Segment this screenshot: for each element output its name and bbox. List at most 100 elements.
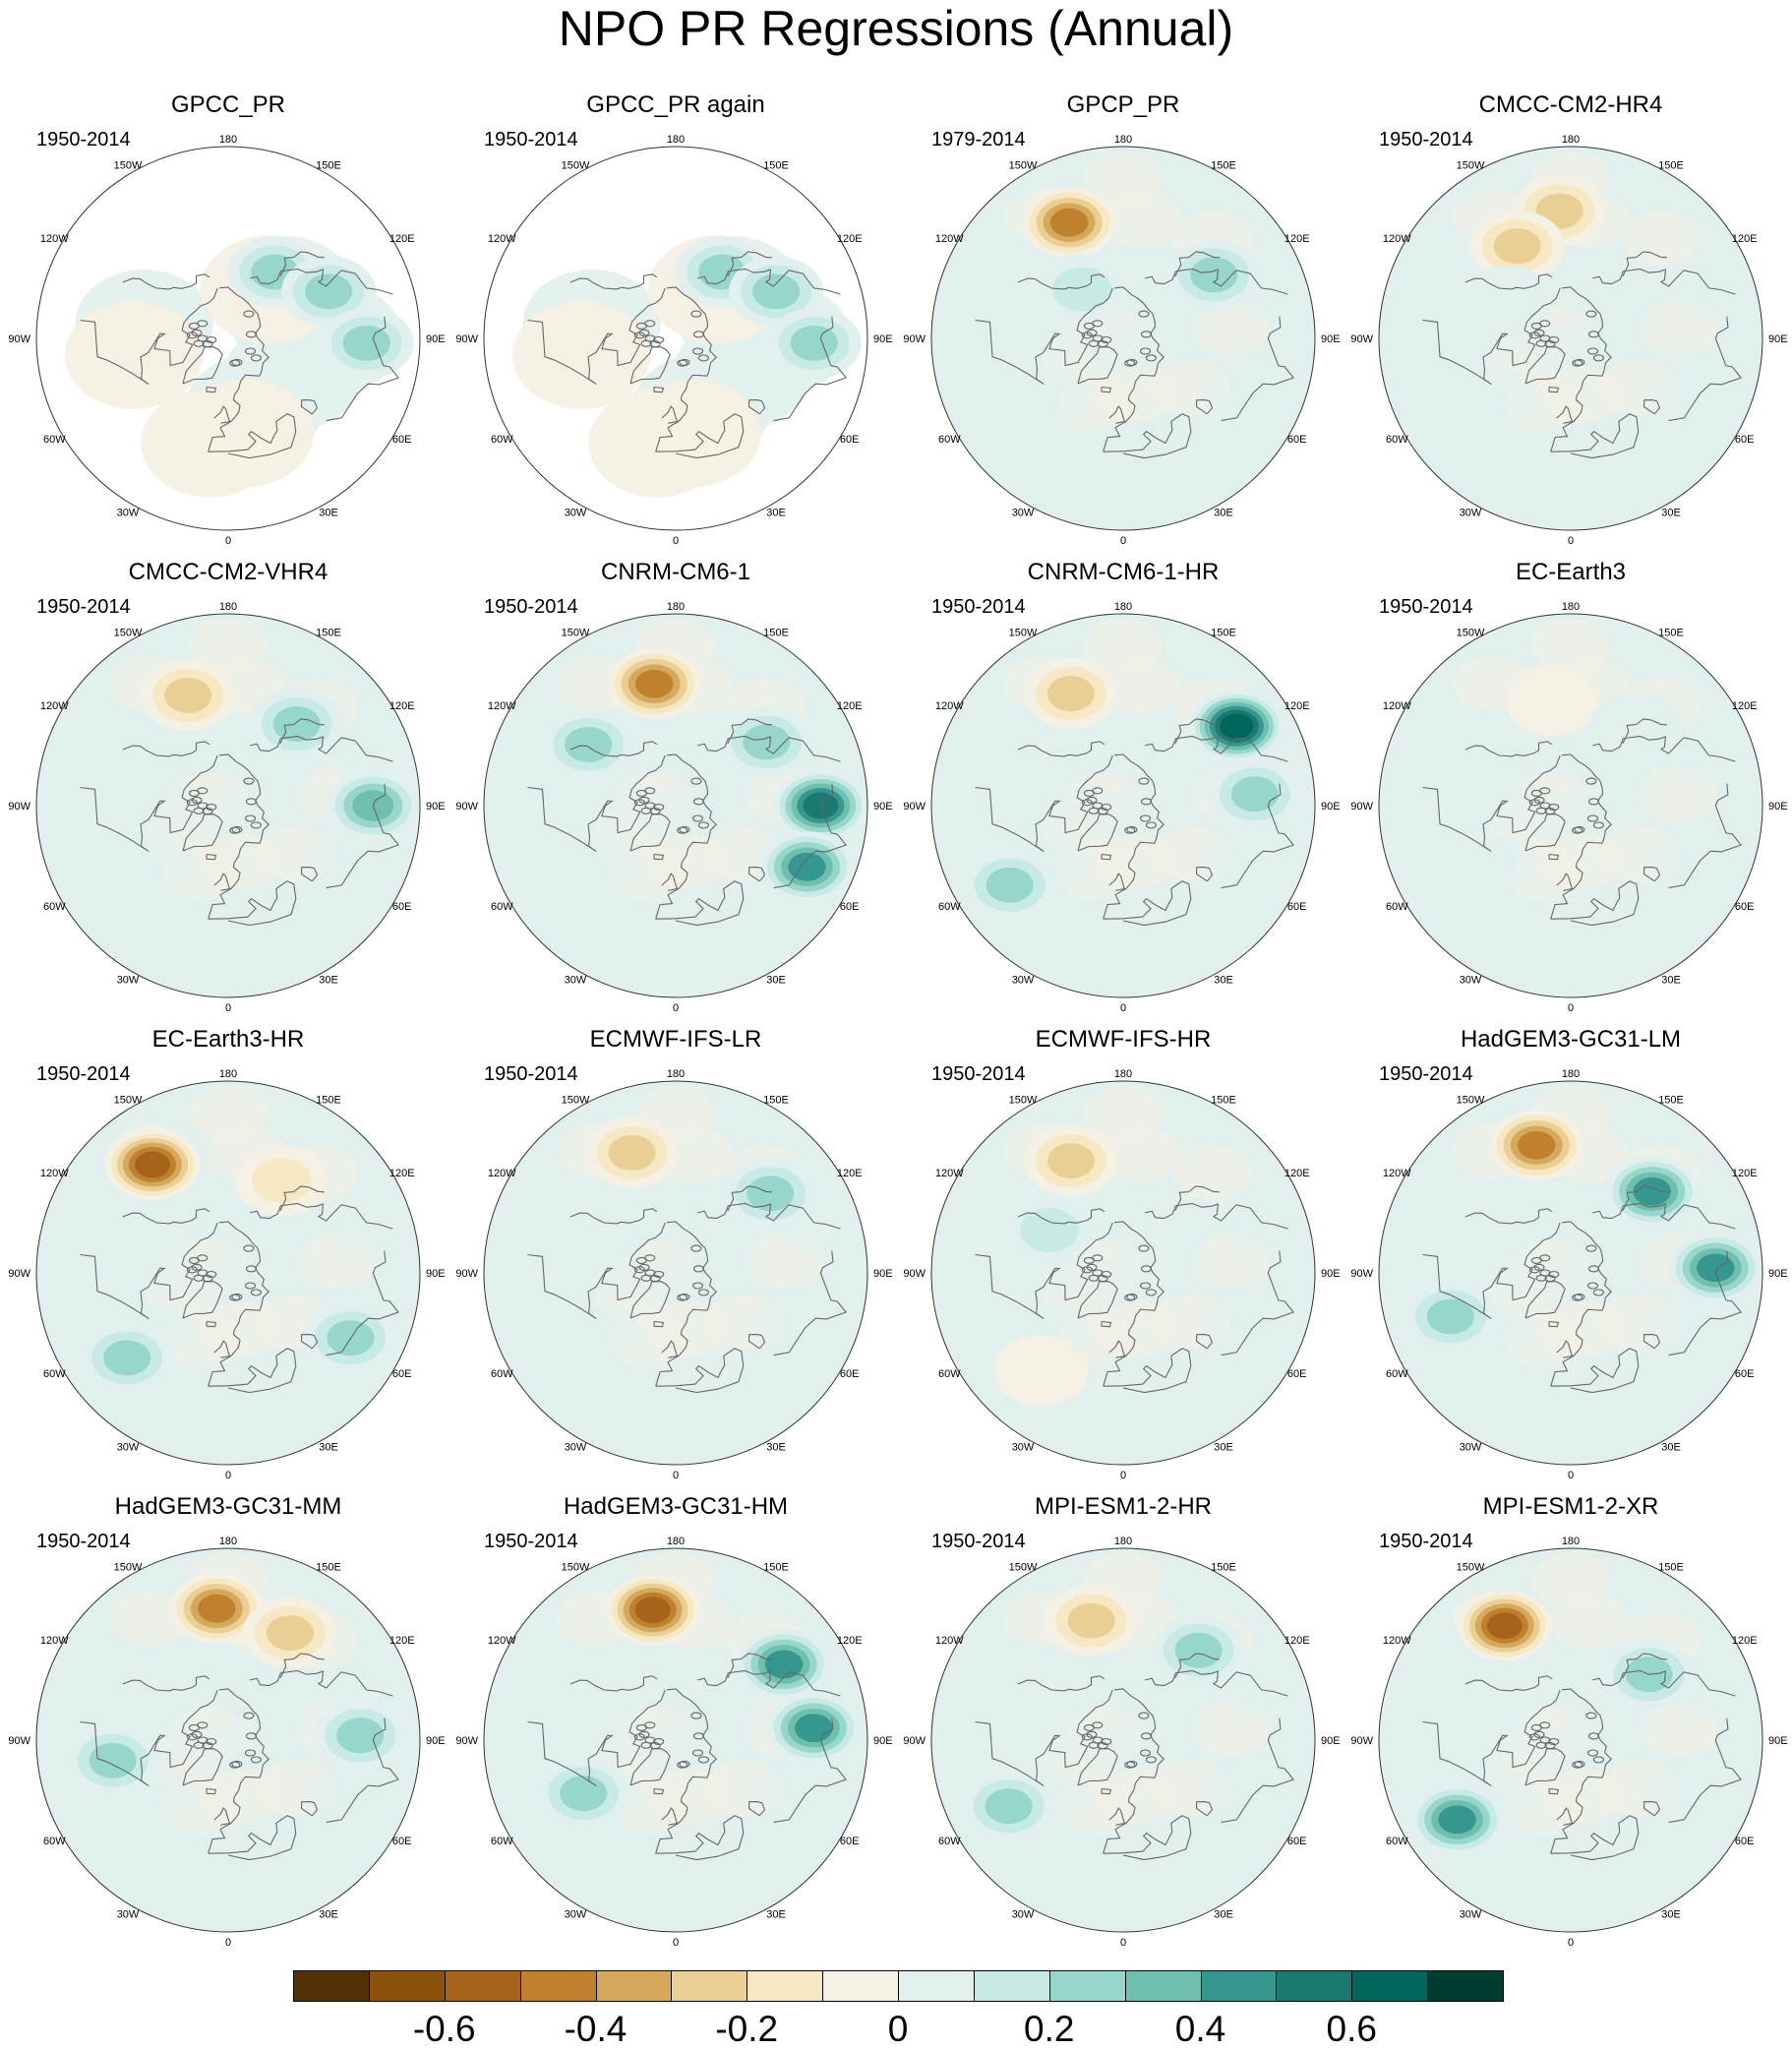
- island-outline: [649, 1742, 661, 1750]
- panel-title: HadGEM3-GC31-LM: [1460, 1026, 1682, 1053]
- coastline: [1174, 1185, 1220, 1212]
- longitude-label: 150W: [562, 159, 590, 171]
- longitude-label: 30W: [117, 1909, 140, 1921]
- field-layer: [1379, 1548, 1762, 1932]
- coastline: [697, 735, 841, 762]
- longitude-label: 90E: [1321, 333, 1341, 345]
- field-texture-patch: [1386, 352, 1465, 408]
- island-outline: [640, 339, 652, 347]
- island-outline: [1539, 320, 1551, 328]
- coastline: [80, 287, 218, 386]
- island-outline: [1101, 335, 1112, 344]
- island-outline: [206, 1737, 217, 1746]
- field-texture-patch: [304, 831, 384, 887]
- anomaly-contour: [560, 1776, 608, 1812]
- longitude-label: 150E: [763, 1561, 789, 1573]
- field-texture-patch: [1442, 413, 1522, 469]
- anomaly-contour: [1019, 1208, 1079, 1253]
- coastline: [80, 754, 218, 853]
- field-texture-patch: [1096, 1769, 1175, 1825]
- island-outline: [640, 807, 652, 814]
- coastline: [1103, 413, 1192, 459]
- longitude-label: 30W: [117, 1442, 140, 1454]
- field-texture-patch: [168, 1828, 248, 1884]
- field-texture-patch: [1678, 733, 1758, 789]
- field-texture-patch: [547, 880, 627, 936]
- map-outline: [483, 1080, 868, 1466]
- field-texture-patch: [1646, 1298, 1726, 1355]
- coastline: [1195, 1334, 1214, 1350]
- map-panel: CNRM-CM6-1 180 150E 120E 90E 60E 30E 0 30W 60W 90W…: [448, 558, 895, 1025]
- field-texture-patch: [1531, 618, 1610, 674]
- island-outline: [231, 1760, 243, 1768]
- anomaly-contour: [252, 1158, 312, 1203]
- map-panel: EC-Earth3-HR 180 150E 120E 90E 60E 30E 0 30W 60W 9…: [0, 1025, 448, 1492]
- island-outline: [1535, 1741, 1547, 1749]
- island-outline: [691, 1282, 704, 1290]
- anomaly-contour: [266, 1615, 314, 1652]
- coastline: [569, 1208, 658, 1225]
- coastline: [655, 413, 745, 459]
- polar-map: 180 150E 120E 90E 60E 30E 0 30W 60W 90W 120W 150W: [1350, 134, 1787, 547]
- longitude-label: 90W: [903, 1735, 926, 1747]
- field-texture-patch: [648, 1769, 728, 1825]
- island-outline: [231, 825, 243, 833]
- island-outline: [1088, 1274, 1100, 1282]
- longitude-label: 180: [667, 601, 685, 613]
- longitude-label: 60W: [491, 1836, 513, 1847]
- longitude-label: 150E: [316, 1561, 341, 1573]
- coastline: [1017, 1208, 1105, 1225]
- field-texture-patch: [189, 618, 268, 674]
- map-panel: HadGEM3-GC31-LM 180 150E 120E 90E 60E 30E 0 30W 6…: [1343, 1025, 1790, 1492]
- map-outline: [930, 1080, 1316, 1466]
- longitude-label: 120W: [488, 1168, 516, 1179]
- longitude-label: 120W: [1383, 1168, 1411, 1179]
- field-texture-patch: [1173, 1145, 1253, 1201]
- field-texture-patch: [1543, 1769, 1623, 1825]
- coastlines: [975, 1653, 1295, 1861]
- field-texture-patch: [971, 722, 1050, 778]
- coastline: [326, 316, 400, 422]
- longitude-label: 60E: [1287, 434, 1307, 446]
- coastline: [1017, 273, 1105, 290]
- field-texture-patch: [564, 1301, 643, 1357]
- island-outline: [1548, 335, 1560, 344]
- coastline: [1101, 386, 1112, 393]
- field-texture-patch: [547, 1348, 627, 1404]
- island-outline: [243, 1712, 255, 1719]
- coastline: [1422, 1689, 1561, 1787]
- field-texture-patch: [1543, 1301, 1623, 1357]
- coastline: [208, 1815, 297, 1861]
- panel-title: EC-Earth3-HR: [151, 1026, 305, 1053]
- panel-title: CMCC-CM2-HR4: [1478, 91, 1663, 118]
- map-panel: MPI-ESM1-2-HR 180 150E 120E 90E 60E 30E 0 30W 60W…: [895, 1492, 1343, 1959]
- panel-years: 1950-2014: [931, 596, 1026, 618]
- island-outline: [244, 1282, 257, 1290]
- coastline: [1174, 1653, 1220, 1679]
- field-texture-patch: [264, 899, 343, 955]
- longitude-label: 120W: [935, 700, 964, 712]
- field-texture-patch: [1199, 364, 1279, 420]
- island-outline: [697, 821, 709, 829]
- colorbar-tick-label: -0.4: [564, 2009, 627, 2049]
- island-outline: [186, 331, 198, 339]
- longitude-label: 120W: [1383, 1635, 1411, 1647]
- panel-title: ECMWF-IFS-LR: [589, 1026, 762, 1053]
- coastlines: [80, 251, 400, 459]
- coastline: [1550, 880, 1640, 927]
- longitude-label: 150W: [1009, 627, 1038, 638]
- island-outline: [186, 1733, 198, 1741]
- coastline: [326, 783, 400, 889]
- field-texture-patch: [1646, 831, 1726, 887]
- map-panel: CMCC-CM2-HR4 180 150E 120E 90E 60E 30E 0 30W 60W 9…: [1343, 90, 1790, 558]
- island-outline: [243, 1244, 255, 1252]
- panel-title: HadGEM3-GC31-HM: [563, 1493, 789, 1520]
- panel-years: 1950-2014: [36, 596, 131, 618]
- map-outline: [930, 146, 1316, 531]
- field-texture-patch: [168, 893, 248, 949]
- coastline: [1103, 1815, 1192, 1861]
- longitude-label: 0: [1120, 1002, 1126, 1014]
- longitude-label: 60W: [938, 901, 961, 913]
- map-outline: [1378, 1080, 1763, 1466]
- longitude-label: 30E: [766, 508, 786, 519]
